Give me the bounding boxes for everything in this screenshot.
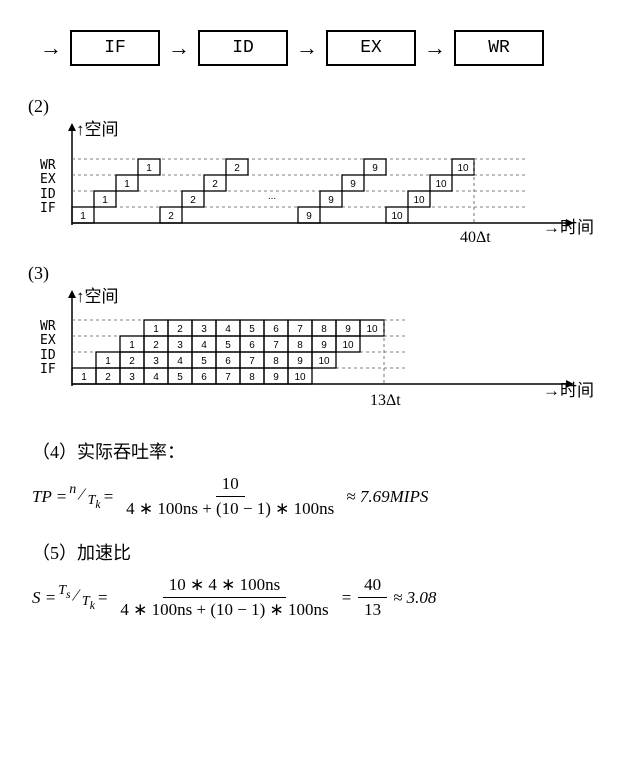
stage-if: IF <box>70 30 160 66</box>
svg-text:9: 9 <box>350 179 356 190</box>
svg-text:4: 4 <box>153 372 159 383</box>
svg-text:10: 10 <box>318 356 330 367</box>
svg-text:3: 3 <box>129 372 135 383</box>
fraction: 10 ∗ 4 ∗ 100ns 4 ∗ 100ns + (10 − 1) ∗ 10… <box>114 575 334 620</box>
timing-diagram-3: 1 2 3 4 5 6 7 8 9 10 1 2 3 4 5 6 7 8 9 10 1 2 3 4 5 6 7 8 9 10 1 2 3 4 5 6 7… <box>68 288 588 408</box>
svg-text:8: 8 <box>297 340 303 351</box>
svg-text:10: 10 <box>342 340 354 351</box>
speedup-formula: S = Ts ⁄ Tk = 10 ∗ 4 ∗ 100ns 4 ∗ 100ns +… <box>32 575 592 620</box>
arrow-up-icon: ↑ <box>76 120 85 139</box>
arrow-icon: → <box>40 35 62 61</box>
svg-text:1: 1 <box>105 356 111 367</box>
svg-text:1: 1 <box>146 163 152 174</box>
x-axis-label: →时间 <box>543 213 594 238</box>
stage-ex: EX <box>326 30 416 66</box>
svg-text:9: 9 <box>273 372 279 383</box>
arrow-icon: → <box>424 35 446 61</box>
svg-text:6: 6 <box>201 372 207 383</box>
svg-text:9: 9 <box>297 356 303 367</box>
time-end-3: 13Δt <box>370 392 401 410</box>
fraction-simple: 40 13 <box>358 575 387 620</box>
svg-text:7: 7 <box>273 340 279 351</box>
svg-text:9: 9 <box>321 340 327 351</box>
diagram-3: ↑空间 WR EX ID IF 123456789101234567891012… <box>40 288 604 418</box>
svg-text:4: 4 <box>177 356 183 367</box>
svg-text:10: 10 <box>366 324 378 335</box>
svg-text:8: 8 <box>321 324 327 335</box>
throughput-formula: TP = n ⁄ Tk = 10 4 ∗ 100ns + (10 − 1) ∗ … <box>32 474 592 519</box>
svg-text:1: 1 <box>102 195 108 206</box>
svg-text:8: 8 <box>273 356 279 367</box>
svg-text:5: 5 <box>201 356 207 367</box>
svg-text:4: 4 <box>225 324 231 335</box>
svg-text:1: 1 <box>124 179 130 190</box>
svg-text:9: 9 <box>372 163 378 174</box>
svg-text:5: 5 <box>249 324 255 335</box>
svg-text:10: 10 <box>391 211 403 222</box>
svg-text:9: 9 <box>328 195 334 206</box>
section-4-label: （4）实际吞吐率： <box>32 438 604 464</box>
ts-over-tk: Ts ⁄ Tk <box>58 583 95 612</box>
svg-text:2: 2 <box>105 372 111 383</box>
stage-id: ID <box>198 30 288 66</box>
y-axis-label: ↑空间 <box>76 282 119 307</box>
svg-text:9: 9 <box>306 211 312 222</box>
x-axis-label: →时间 <box>543 376 594 401</box>
fraction: 10 4 ∗ 100ns + (10 − 1) ∗ 100ns <box>120 474 340 519</box>
svg-text:10: 10 <box>457 163 469 174</box>
arrow-right-icon: → <box>543 381 560 400</box>
svg-text:7: 7 <box>225 372 231 383</box>
svg-text:4: 4 <box>201 340 207 351</box>
arrow-right-icon: → <box>543 218 560 237</box>
svg-text:2: 2 <box>153 340 159 351</box>
svg-text:10: 10 <box>294 372 306 383</box>
arrow-icon: → <box>296 35 318 61</box>
svg-text:6: 6 <box>249 340 255 351</box>
y-axis-label: ↑空间 <box>76 115 119 140</box>
section-2-label: (2) <box>28 96 604 117</box>
section-3-label: (3) <box>28 263 604 284</box>
svg-text:2: 2 <box>177 324 183 335</box>
time-end-2: 40Δt <box>460 229 491 247</box>
svg-text:1: 1 <box>129 340 135 351</box>
svg-text:10: 10 <box>413 195 425 206</box>
svg-text:3: 3 <box>153 356 159 367</box>
svg-text:3: 3 <box>201 324 207 335</box>
arrow-icon: → <box>168 35 190 61</box>
svg-text:5: 5 <box>225 340 231 351</box>
svg-text:9: 9 <box>345 324 351 335</box>
timing-diagram-2: 1 1 1 1 2 2 2 2... 9 9 9 9 10 10 10 10 <box>68 121 588 241</box>
svg-text:2: 2 <box>129 356 135 367</box>
diagram-2: ↑空间 WR EX ID IF 11112222...999910101010 … <box>40 121 604 251</box>
stage-names-3: WR EX ID IF <box>40 320 56 377</box>
svg-text:1: 1 <box>81 372 87 383</box>
stage-wr: WR <box>454 30 544 66</box>
pipeline-stages: → IF → ID → EX → WR <box>40 30 604 66</box>
svg-text:10: 10 <box>435 179 447 190</box>
svg-text:2: 2 <box>190 195 196 206</box>
svg-text:6: 6 <box>225 356 231 367</box>
arrow-up-icon: ↑ <box>76 287 85 306</box>
n-over-tk: n ⁄ Tk <box>69 482 100 511</box>
section-5-label: （5）加速比 <box>32 539 604 565</box>
svg-text:2: 2 <box>212 179 218 190</box>
svg-text:1: 1 <box>80 211 86 222</box>
svg-text:6: 6 <box>273 324 279 335</box>
svg-text:2: 2 <box>168 211 174 222</box>
svg-text:7: 7 <box>249 356 255 367</box>
svg-text:1: 1 <box>153 324 159 335</box>
stage-names-2: WR EX ID IF <box>40 159 56 216</box>
svg-text:2: 2 <box>234 163 240 174</box>
svg-text:...: ... <box>268 191 276 202</box>
svg-text:5: 5 <box>177 372 183 383</box>
svg-text:3: 3 <box>177 340 183 351</box>
svg-text:7: 7 <box>297 324 303 335</box>
svg-text:8: 8 <box>249 372 255 383</box>
